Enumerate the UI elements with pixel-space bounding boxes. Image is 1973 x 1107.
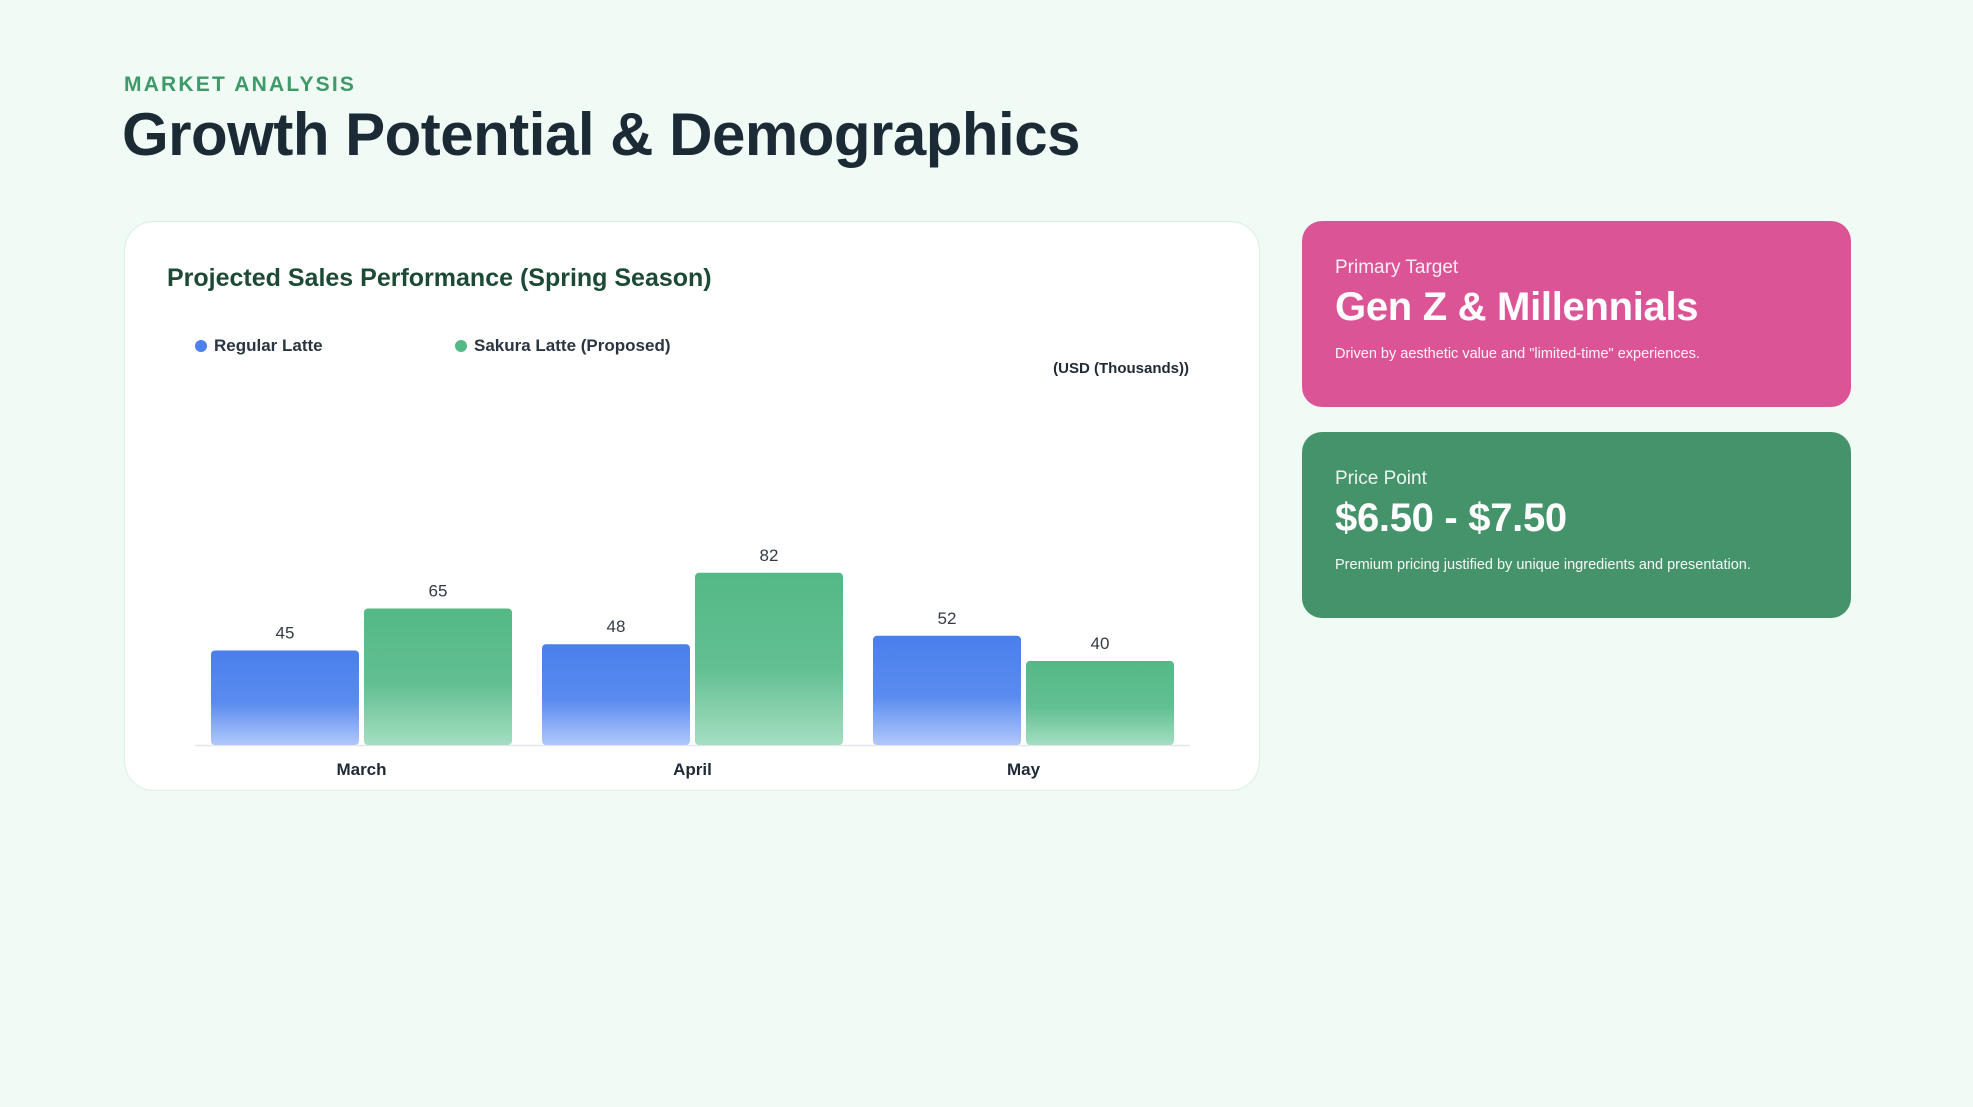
bar-chart: 45 65 March 48 82 April 52 40 May (195, 546, 1190, 779)
x-tick-label: March (336, 760, 386, 779)
legend-label-regular-latte: Regular Latte (214, 336, 323, 355)
price-point-description: Premium pricing justified by unique ingr… (1335, 557, 1751, 573)
chart-card: Projected Sales Performance (Spring Seas… (124, 221, 1260, 791)
eyebrow-label: MARKET ANALYSIS (124, 73, 357, 96)
data-label: 65 (429, 582, 448, 601)
bar-sakura-latte-proposed-may (1026, 661, 1174, 745)
data-label: 40 (1091, 634, 1110, 653)
bar-regular-latte-march (211, 650, 359, 745)
data-label: 48 (607, 617, 626, 636)
chart-unit-label: (USD (Thousands)) (1053, 360, 1189, 377)
price-point-label: Price Point (1335, 468, 1427, 489)
legend-item-sakura-latte: Sakura Latte (Proposed) (455, 336, 671, 356)
primary-target-label: Primary Target (1335, 257, 1459, 278)
bar-sakura-latte-proposed-april (695, 572, 843, 745)
x-tick-label: May (1007, 760, 1041, 779)
price-point-card: Price Point $6.50 - $7.50 Premium pricin… (1302, 432, 1851, 618)
legend-dot-sakura-latte (455, 340, 467, 352)
chart-title: Projected Sales Performance (Spring Seas… (167, 264, 712, 292)
legend-dot-regular-latte (195, 340, 207, 352)
data-label: 45 (276, 624, 295, 643)
page-title: Growth Potential & Demographics (122, 101, 1080, 168)
legend-label-sakura-latte: Sakura Latte (Proposed) (474, 336, 671, 355)
bar-regular-latte-april (542, 644, 690, 745)
data-label: 52 (938, 609, 957, 628)
primary-target-card: Primary Target Gen Z & Millennials Drive… (1302, 221, 1851, 407)
bar-sakura-latte-proposed-march (364, 608, 512, 745)
data-label: 82 (760, 546, 779, 565)
bar-regular-latte-may (873, 635, 1021, 745)
price-point-value: $6.50 - $7.50 (1335, 496, 1567, 540)
x-tick-label: April (673, 760, 712, 779)
legend-item-regular-latte: Regular Latte (195, 336, 323, 356)
primary-target-description: Driven by aesthetic value and "limited-t… (1335, 346, 1700, 362)
primary-target-value: Gen Z & Millennials (1335, 285, 1699, 329)
